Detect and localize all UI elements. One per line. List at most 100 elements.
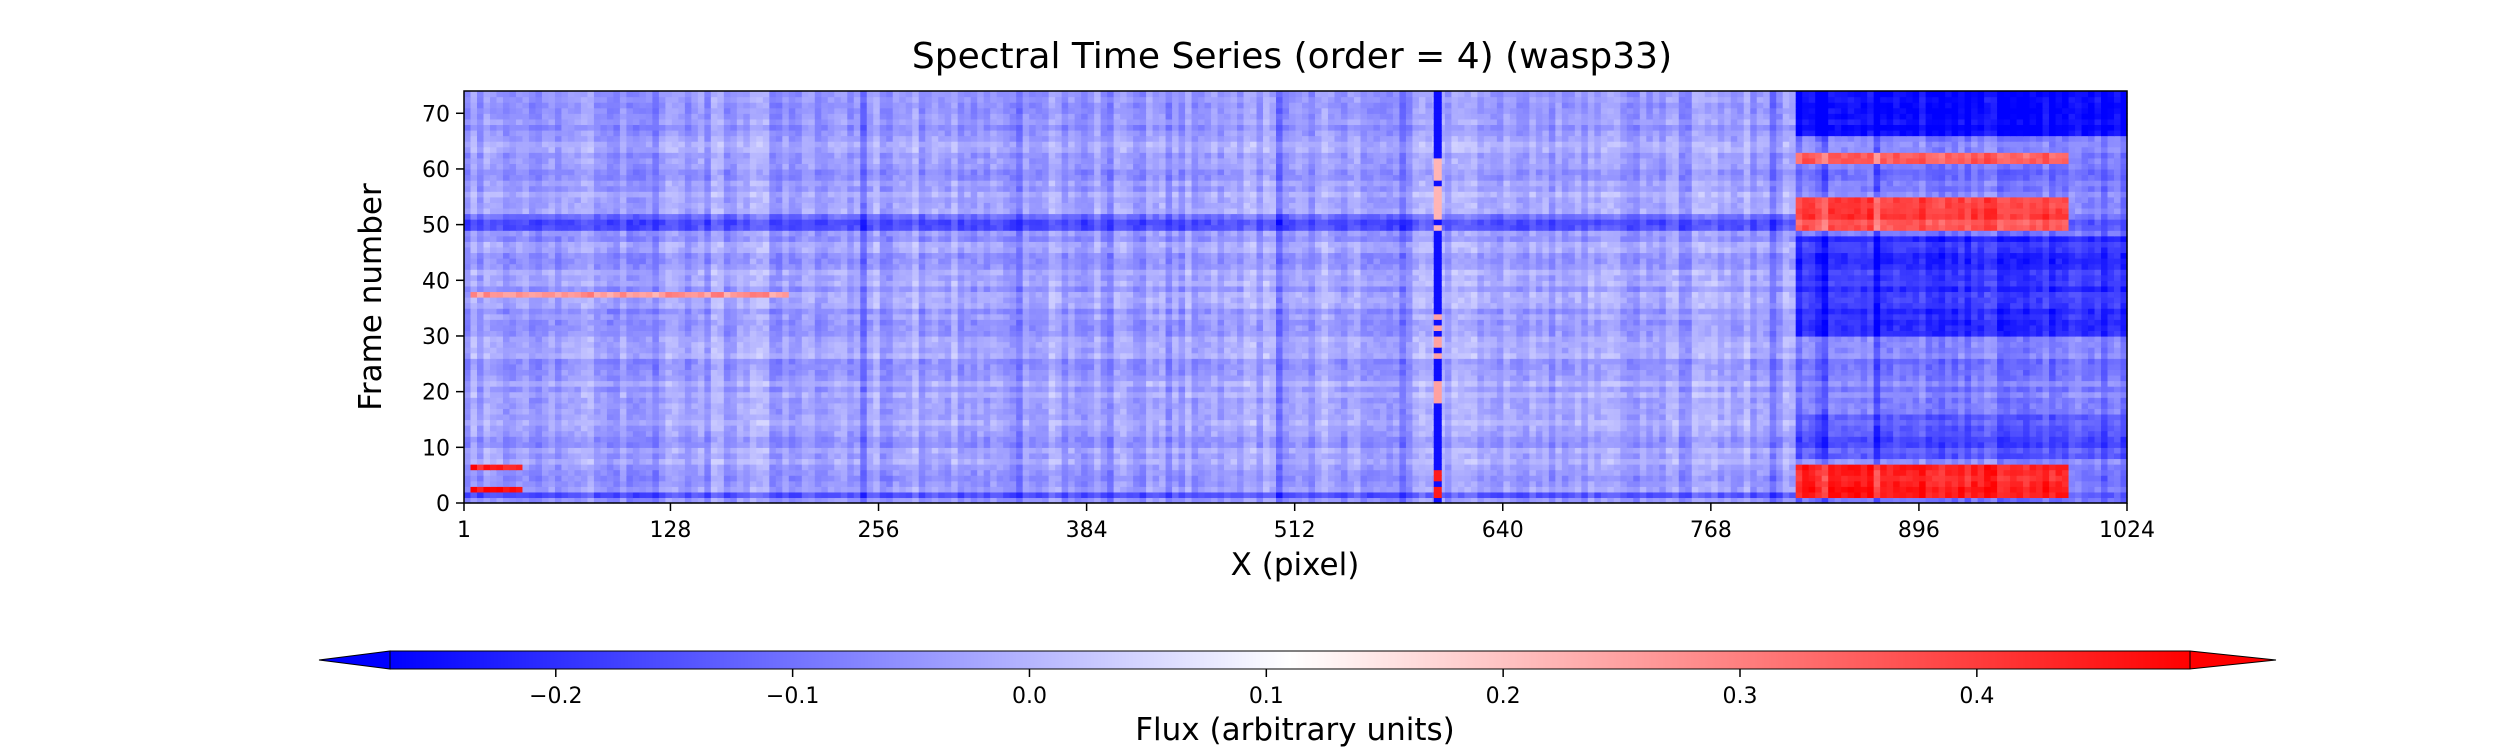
heatmap-cell [1535, 491, 1543, 499]
heatmap-cell [886, 430, 894, 437]
heatmap-cell [1841, 480, 1849, 487]
heatmap-cell [2036, 475, 2044, 482]
heatmap-cell [808, 475, 816, 482]
heatmap-cell [1133, 447, 1141, 454]
heatmap-cell [1711, 447, 1719, 454]
heatmap-cell [1302, 413, 1310, 421]
heatmap-cell [1412, 452, 1420, 460]
heatmap-cell [1016, 425, 1024, 432]
heatmap-cell [736, 419, 744, 426]
heatmap-cell [1178, 497, 1186, 504]
heatmap-cell [691, 441, 699, 448]
heatmap-cell [1477, 397, 1485, 404]
heatmap-cell [1756, 480, 1764, 487]
heatmap-cell [983, 425, 991, 432]
heatmap-cell [1620, 441, 1628, 448]
heatmap-cell [1360, 430, 1368, 437]
heatmap-cell [2062, 402, 2070, 409]
heatmap-cell [938, 452, 946, 460]
heatmap-cell [1217, 391, 1225, 398]
heatmap-cell [1847, 480, 1855, 487]
heatmap-cell [2101, 458, 2109, 465]
heatmap-cell [1698, 436, 1706, 443]
heatmap-cell [1412, 491, 1420, 499]
heatmap-cell [723, 458, 731, 465]
heatmap-cell [1925, 464, 1933, 471]
heatmap-cell [866, 402, 874, 409]
heatmap-cell [918, 436, 926, 443]
heatmap-cell [515, 447, 524, 454]
heatmap-cell [2055, 441, 2063, 448]
heatmap-cell [1126, 441, 1134, 448]
heatmap-cell [639, 464, 647, 471]
heatmap-cell [1613, 486, 1621, 493]
heatmap-cell [1444, 430, 1453, 437]
heatmap-cell [1613, 447, 1621, 454]
heatmap-cell [1646, 452, 1654, 460]
heatmap-cell [1711, 480, 1719, 487]
heatmap-cell [1555, 430, 1563, 437]
heatmap-cell [1841, 475, 1849, 482]
heatmap-cell [1750, 436, 1758, 443]
heatmap-cell [1691, 436, 1699, 443]
heatmap-cell [1847, 486, 1855, 493]
heatmap-cell [1061, 452, 1069, 460]
heatmap-cell [1055, 486, 1063, 493]
heatmap-cell [899, 419, 907, 426]
heatmap-cell [1516, 464, 1524, 471]
heatmap-cell [1587, 441, 1595, 448]
heatmap-cell [866, 430, 874, 437]
heatmap-cell [944, 469, 952, 476]
heatmap-cell [1379, 458, 1388, 465]
heatmap-cell [756, 452, 764, 460]
heatmap-cell [1191, 469, 1199, 476]
heatmap-cell [619, 436, 628, 443]
heatmap-cell [684, 397, 692, 404]
heatmap-cell [996, 430, 1004, 437]
heatmap-cell [860, 419, 868, 426]
heatmap-cell [1951, 425, 1959, 432]
heatmap-cell [1100, 475, 1108, 482]
heatmap-cell [1535, 408, 1543, 415]
heatmap-cell [606, 469, 615, 476]
heatmap-cell [879, 419, 887, 426]
heatmap-cell [912, 413, 920, 421]
heatmap-cell [808, 436, 816, 443]
heatmap-cell [749, 452, 757, 460]
heatmap-cell [1841, 425, 1849, 432]
heatmap-cell [2003, 436, 2011, 443]
heatmap-cell [1211, 436, 1219, 443]
heatmap-cell [756, 491, 764, 499]
heatmap-cell [879, 447, 887, 454]
heatmap-cell [1100, 486, 1108, 493]
heatmap-cell [2088, 413, 2096, 421]
heatmap-cell [697, 402, 705, 409]
heatmap-cell [2036, 458, 2044, 465]
heatmap-cell [1126, 436, 1134, 443]
heatmap-cell [1263, 480, 1271, 487]
heatmap-cell [1568, 397, 1576, 404]
heatmap-cell [2081, 408, 2089, 415]
heatmap-cell [1282, 486, 1290, 493]
heatmap-cell [1289, 475, 1297, 482]
heatmap-cell [1958, 458, 1966, 465]
heatmap-cell [684, 441, 692, 448]
heatmap-cell [1126, 402, 1134, 409]
heatmap-cell [1074, 464, 1082, 471]
heatmap-cell [977, 469, 985, 476]
heatmap-cell [528, 486, 537, 493]
heatmap-cell [1483, 425, 1491, 432]
heatmap-cell [795, 391, 803, 398]
heatmap-cell [1237, 402, 1245, 409]
heatmap-cell [840, 402, 848, 409]
heatmap-cell [1932, 497, 1940, 504]
heatmap-cell [1847, 413, 1855, 421]
heatmap-cell [1126, 497, 1134, 504]
heatmap-cell [1691, 480, 1699, 487]
heatmap-cell [1795, 469, 1803, 476]
heatmap-cell [1672, 447, 1680, 454]
heatmap-cell [1198, 486, 1206, 493]
heatmap-cell [496, 402, 504, 409]
heatmap-cell [1789, 452, 1797, 460]
heatmap-cell [905, 425, 913, 432]
